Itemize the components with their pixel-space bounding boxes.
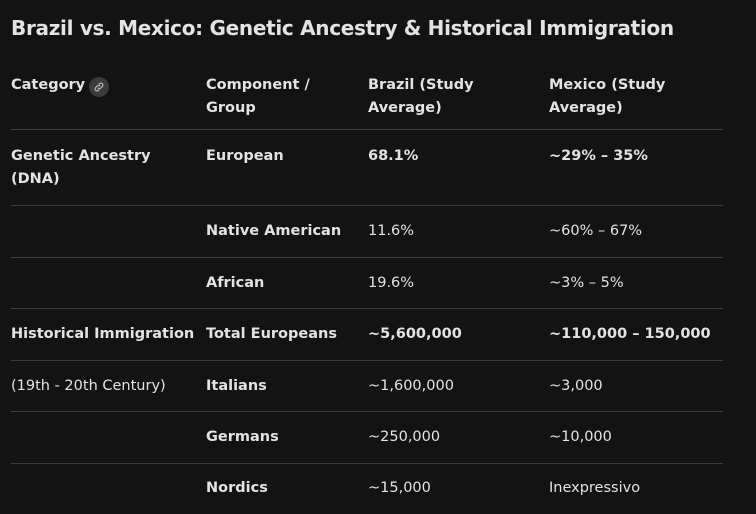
header-cell-category: Category <box>11 74 206 129</box>
brazil-value-cell: ~15,000 <box>368 480 431 496</box>
category-cell: (19th - 20th Century) <box>11 378 166 394</box>
mexico-value-cell: Inexpressivo <box>549 480 641 496</box>
category-cell: Historical Immigration <box>11 326 195 342</box>
component-cell: Total Europeans <box>206 326 337 342</box>
table-row: Genetic Ancestry (DNA) European 68.1% ~2… <box>11 130 723 206</box>
table-row: Germans ~250,000 ~10,000 <box>11 412 723 464</box>
category-cell <box>11 477 206 512</box>
mexico-value-cell: ~3% – 5% <box>549 275 624 291</box>
table-row: Historical Immigration Total Europeans ~… <box>11 309 723 361</box>
header-cell-brazil: Brazil (Study Average) <box>368 77 474 116</box>
table-row: Native American 11.6% ~60% – 67% <box>11 206 723 258</box>
component-cell: Nordics <box>206 480 268 496</box>
mexico-value-cell: ~10,000 <box>549 429 612 445</box>
mexico-value-cell: ~110,000 – 150,000 <box>549 326 711 342</box>
mexico-value-cell: ~60% – 67% <box>549 223 643 239</box>
brazil-value-cell: ~5,600,000 <box>368 326 462 342</box>
header-category-label: Category <box>11 77 86 93</box>
mexico-value-cell: ~29% – 35% <box>549 148 648 164</box>
table-row: (19th - 20th Century) Italians ~1,600,00… <box>11 361 723 412</box>
link-icon[interactable] <box>89 77 110 97</box>
table-row: African 19.6% ~3% – 5% <box>11 258 723 309</box>
brazil-value-cell: 11.6% <box>368 223 415 239</box>
component-cell: African <box>206 275 265 291</box>
brazil-value-cell: 68.1% <box>368 148 419 164</box>
category-cell: Genetic Ancestry (DNA) <box>11 148 151 187</box>
brazil-value-cell: ~250,000 <box>368 429 441 445</box>
brazil-value-cell: ~1,600,000 <box>368 378 454 394</box>
header-cell-mexico: Mexico (Study Average) <box>549 77 666 116</box>
header-cell-component: Component / Group <box>206 77 310 116</box>
table-header-row: Category Component / Group Brazil (Study… <box>11 66 723 130</box>
category-cell <box>11 220 206 257</box>
table-row: Nordics ~15,000 Inexpressivo <box>11 464 723 512</box>
category-cell <box>11 272 206 308</box>
component-cell: Germans <box>206 429 279 445</box>
component-cell: Italians <box>206 378 267 394</box>
component-cell: European <box>206 148 284 164</box>
component-cell: Native American <box>206 223 342 239</box>
page-title: Brazil vs. Mexico: Genetic Ancestry & Hi… <box>11 16 674 40</box>
mexico-value-cell: ~3,000 <box>549 378 603 394</box>
comparison-table: Category Component / Group Brazil (Study… <box>11 66 723 512</box>
brazil-value-cell: 19.6% <box>368 275 415 291</box>
category-cell <box>11 426 206 463</box>
